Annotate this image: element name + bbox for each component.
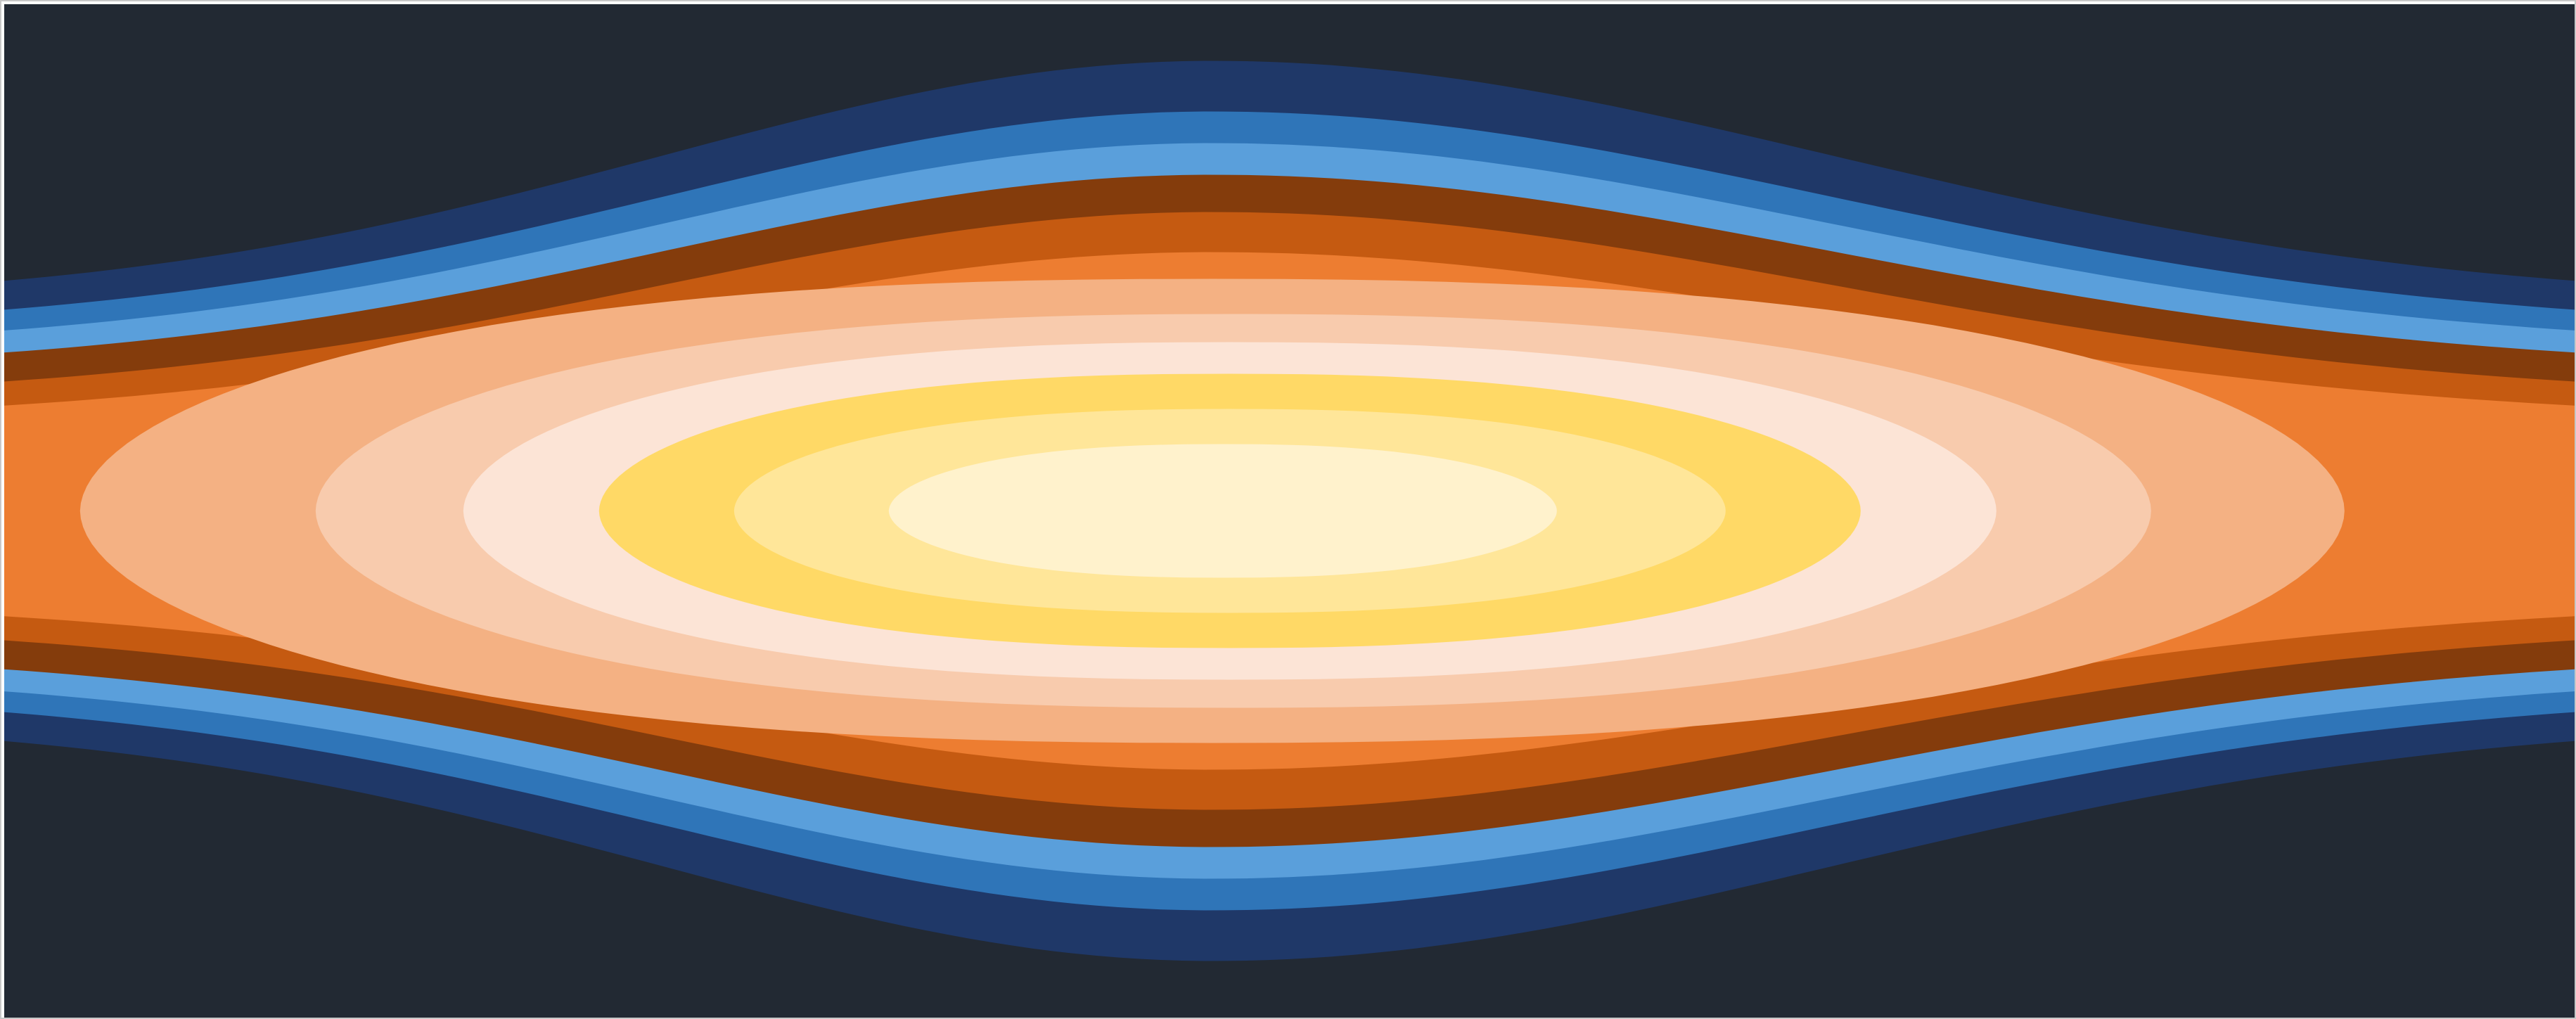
contour-level-12 <box>888 444 1557 578</box>
contour-plot <box>4 4 2575 1018</box>
contour-bands <box>4 60 2575 961</box>
